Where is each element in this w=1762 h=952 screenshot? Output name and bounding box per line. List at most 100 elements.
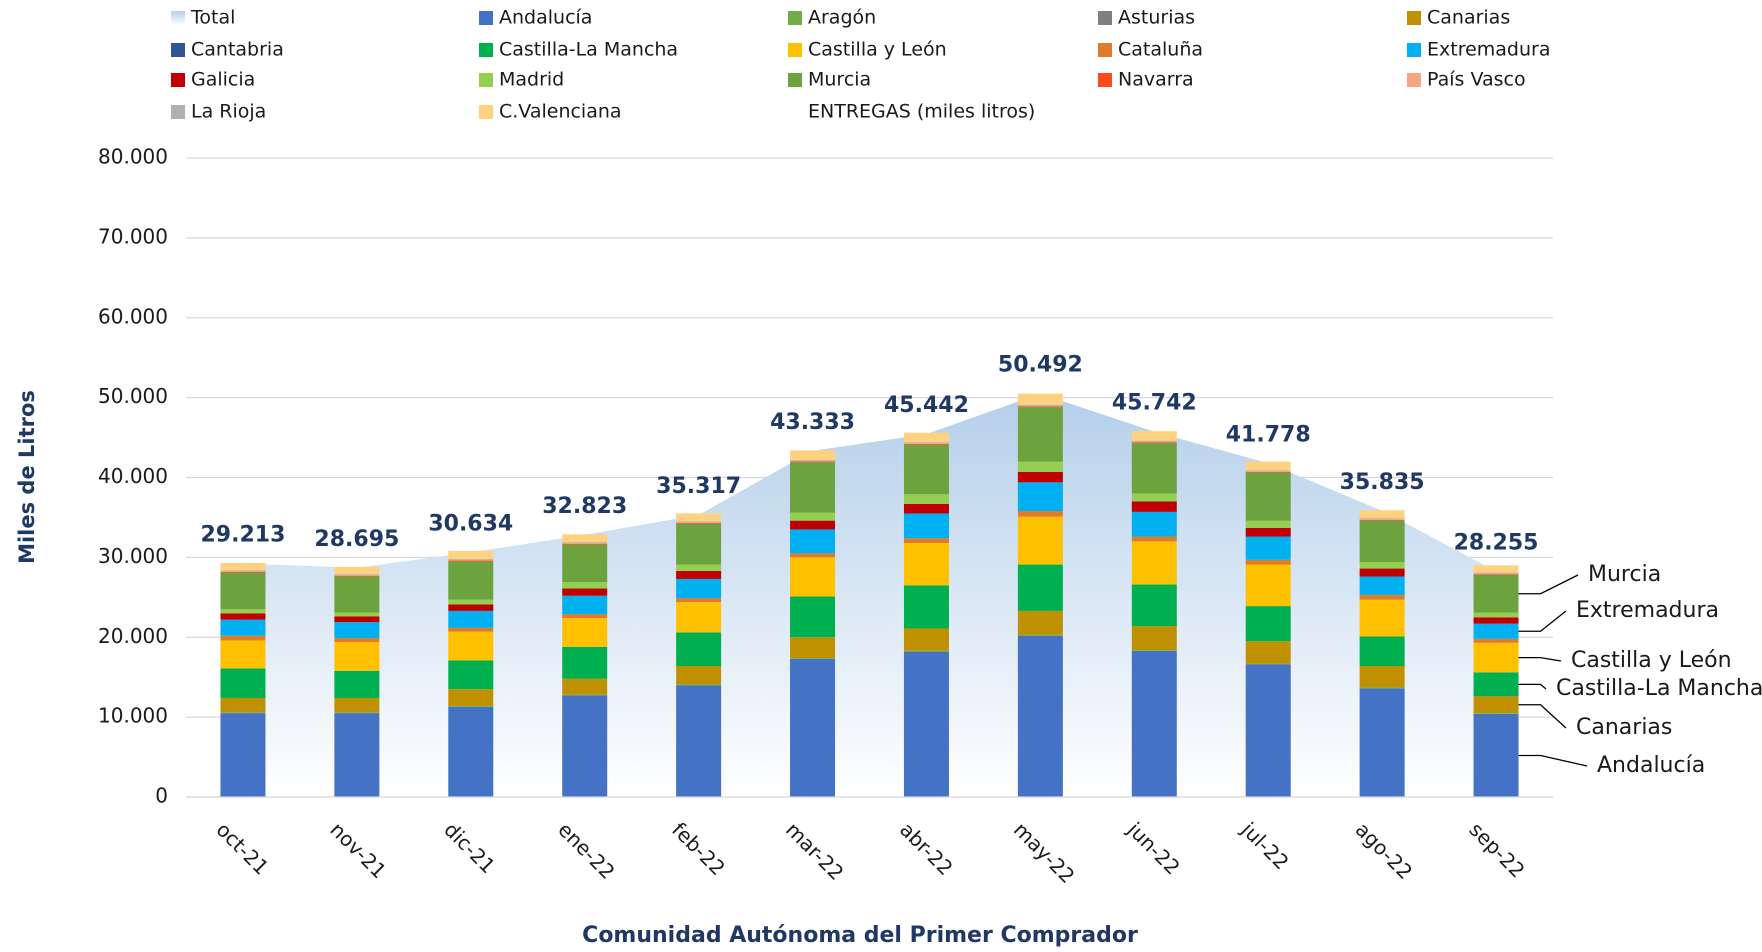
bar-segment xyxy=(334,616,380,623)
bar-segment xyxy=(1017,634,1063,636)
y-axis-title: Miles de Litros xyxy=(15,390,39,564)
legend-swatch xyxy=(171,11,185,25)
bar-segment xyxy=(676,632,722,667)
bar-segment xyxy=(903,650,949,652)
bar-segment xyxy=(1131,536,1177,542)
bar-segment xyxy=(562,595,608,615)
bar-segment xyxy=(562,542,608,544)
bar-segment xyxy=(334,612,380,617)
bar-segment xyxy=(448,610,494,628)
bar-segment xyxy=(1017,404,1063,406)
bar-segment xyxy=(676,685,722,797)
bar-segment xyxy=(790,637,836,659)
bar-segment xyxy=(790,462,836,513)
bar-segment xyxy=(1245,559,1291,565)
bar-segment xyxy=(1017,393,1063,405)
x-tick-label: mar-22 xyxy=(781,817,848,884)
legend-swatch xyxy=(479,43,493,57)
bar-segment xyxy=(790,461,836,463)
bar-segment xyxy=(1359,568,1405,577)
y-tick-label: 0 xyxy=(155,784,168,808)
bar-segment xyxy=(903,651,949,797)
bar-segment xyxy=(903,432,949,443)
legend-swatch xyxy=(171,43,185,57)
legend-swatch xyxy=(1407,43,1421,57)
legend-label: C.Valenciana xyxy=(499,101,622,123)
legend-swatch xyxy=(479,105,493,119)
bar-segment xyxy=(562,694,608,696)
bar-segment xyxy=(903,513,949,539)
bar-segment xyxy=(1359,576,1405,595)
bar-segment xyxy=(1359,519,1405,521)
bar-segment xyxy=(448,560,494,562)
bar-segment xyxy=(790,450,836,460)
bar-segment xyxy=(903,538,949,543)
bar-segment xyxy=(1245,641,1291,664)
bar-segment xyxy=(1131,441,1177,443)
legend-label: Canarias xyxy=(1427,7,1510,29)
bar-segment xyxy=(676,578,722,599)
bar-segment xyxy=(1131,584,1177,627)
bar-segment xyxy=(220,713,266,797)
bar-segment xyxy=(1359,636,1405,667)
x-tick-label: jul-22 xyxy=(1236,817,1294,875)
legend-swatch xyxy=(479,73,493,87)
legend-swatch xyxy=(171,73,185,87)
bar-segment xyxy=(1017,471,1063,483)
total-label: 28.255 xyxy=(1454,530,1539,555)
series-annotation: Extremadura xyxy=(1576,598,1719,623)
x-tick-label: ene-22 xyxy=(553,817,619,883)
bar-segment xyxy=(1017,407,1063,462)
bar-segment xyxy=(220,613,266,620)
bar-segment xyxy=(790,460,836,462)
total-area xyxy=(242,393,1497,797)
bar-segment xyxy=(562,646,608,679)
bar-segment xyxy=(448,558,494,560)
bar-segment xyxy=(562,534,608,543)
bar-segment xyxy=(1359,594,1405,600)
bar-segment xyxy=(1359,520,1405,563)
x-tick-label: abr-22 xyxy=(895,817,958,880)
bar-segment xyxy=(562,614,608,619)
bar-segment xyxy=(1473,638,1519,643)
bar-segment xyxy=(448,599,494,605)
bar-segment xyxy=(1131,650,1177,797)
legend-label: Cataluña xyxy=(1118,39,1203,61)
total-label: 29.213 xyxy=(201,523,286,548)
x-tick-label: sep-22 xyxy=(1465,817,1530,882)
bar-segment xyxy=(334,576,380,613)
bar-segment xyxy=(790,658,836,797)
legend-label: Murcia xyxy=(808,69,871,91)
bar-segment xyxy=(903,442,949,444)
bar-segment xyxy=(1131,431,1177,441)
bar-segment xyxy=(676,564,722,571)
bar-segment xyxy=(790,512,836,521)
bar-segment xyxy=(1017,564,1063,611)
bar-segment xyxy=(1359,510,1405,519)
bar-segment xyxy=(448,689,494,706)
bar-segment xyxy=(676,602,722,633)
total-label: 50.492 xyxy=(998,353,1083,378)
bar-segment xyxy=(1359,687,1405,689)
bar-segment xyxy=(676,570,722,579)
bar-segment xyxy=(790,520,836,530)
legend-label: Total xyxy=(190,7,235,29)
bar-segment xyxy=(334,697,380,713)
y-tick-label: 80.000 xyxy=(98,145,168,169)
bar-segment xyxy=(1131,443,1177,494)
legend-swatch xyxy=(1098,43,1112,57)
series-annotation: Murcia xyxy=(1588,562,1661,587)
bar-segment xyxy=(1473,565,1519,573)
leader-line xyxy=(1518,610,1567,632)
bar-segment xyxy=(1131,501,1177,512)
bar-segment xyxy=(676,666,722,685)
bar-segment xyxy=(676,523,722,524)
bar-segment xyxy=(1131,541,1177,585)
bar-segment xyxy=(448,604,494,611)
bar-segment xyxy=(676,521,722,523)
bar-segment xyxy=(220,570,266,571)
bar-segment xyxy=(1359,518,1405,520)
bar-segment xyxy=(1359,599,1405,637)
bar-segment xyxy=(1245,664,1291,797)
legend-swatch xyxy=(788,43,802,57)
